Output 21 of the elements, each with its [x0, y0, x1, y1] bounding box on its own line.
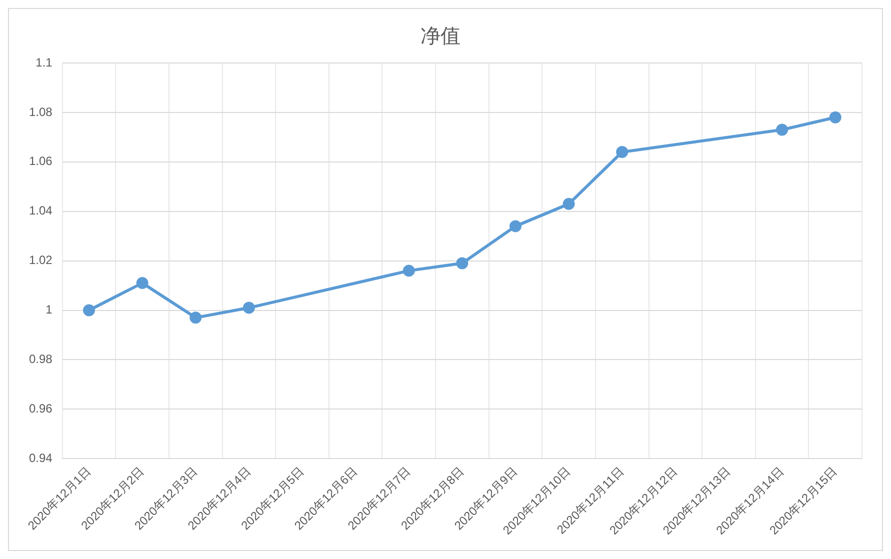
y-tick-label: 0.98 — [28, 352, 53, 366]
y-tick-label: 0.96 — [28, 401, 53, 416]
y-tick-label: 1.1 — [36, 55, 53, 70]
point — [829, 111, 842, 124]
y-tick-label: 1.02 — [28, 253, 53, 268]
y-tick-label: 1 — [46, 302, 53, 317]
y-tick-label: 1.08 — [28, 104, 53, 119]
point — [242, 302, 255, 314]
point — [616, 146, 628, 158]
y-tick-label: 1.04 — [28, 204, 53, 218]
y-tick-label: 0.94 — [28, 450, 53, 465]
point — [562, 198, 575, 210]
point — [136, 277, 148, 290]
y-tick-label: 1.06 — [28, 154, 53, 168]
point — [776, 124, 788, 136]
point — [509, 220, 522, 232]
point — [190, 312, 202, 324]
chart-title: 净值 — [420, 26, 460, 48]
point — [456, 257, 468, 270]
point — [83, 304, 96, 316]
point — [402, 264, 415, 277]
